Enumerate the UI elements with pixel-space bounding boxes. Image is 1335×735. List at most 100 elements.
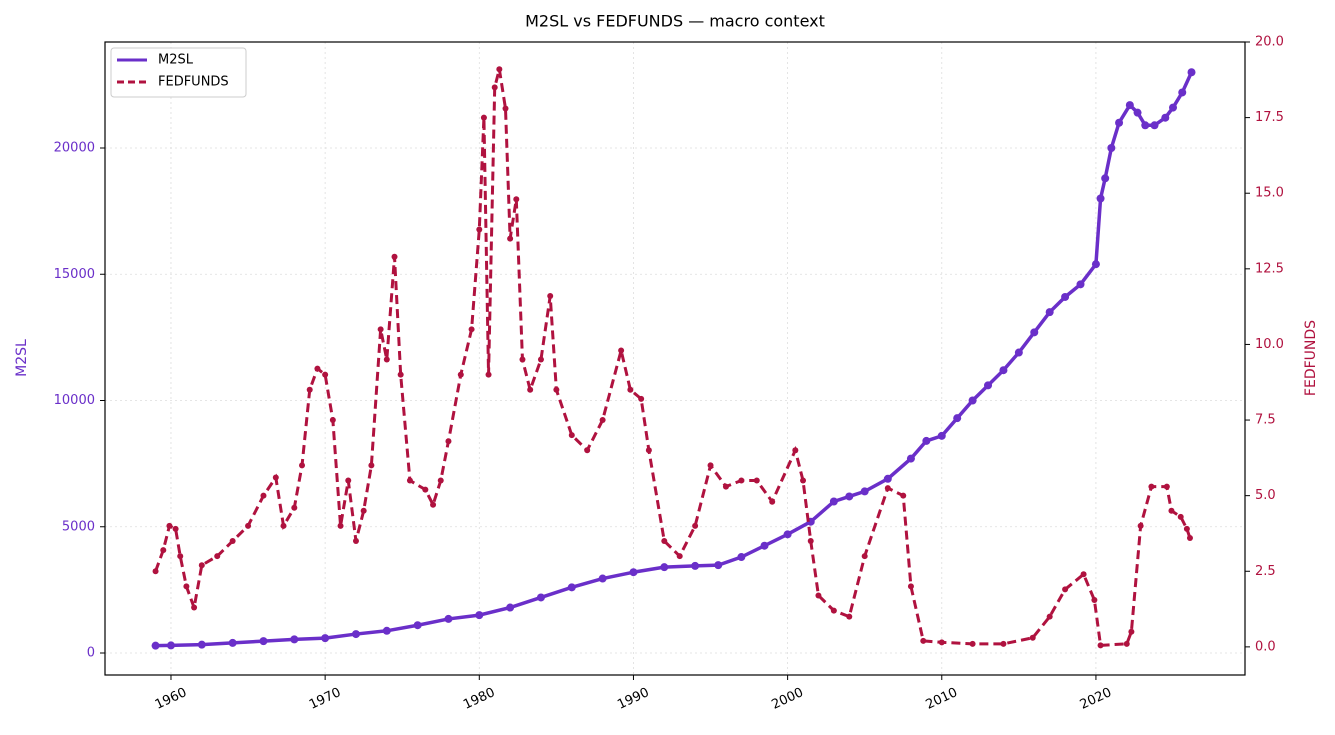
- data-point: [722, 483, 729, 490]
- data-point: [485, 371, 492, 378]
- data-point: [906, 454, 915, 463]
- y2-tick-label: 17.5: [1255, 110, 1284, 125]
- data-point: [1076, 280, 1085, 289]
- data-point: [738, 477, 745, 484]
- data-point: [306, 386, 313, 393]
- y2-tick-label: 0.0: [1255, 639, 1276, 654]
- series-line: [155, 71, 1194, 648]
- data-point: [937, 431, 946, 440]
- data-point: [860, 487, 869, 496]
- data-point: [183, 583, 190, 590]
- data-point: [352, 538, 359, 545]
- data-point: [753, 477, 760, 484]
- data-point: [214, 553, 221, 560]
- data-point: [1061, 292, 1070, 301]
- data-point: [360, 507, 367, 514]
- data-point: [1128, 628, 1135, 635]
- x-tick-label: 2000: [769, 685, 805, 713]
- data-point: [290, 635, 299, 644]
- data-point: [760, 541, 769, 550]
- x-tick-label: 1970: [307, 685, 343, 713]
- data-point: [1163, 483, 1170, 490]
- data-point: [198, 562, 205, 569]
- data-point: [1150, 121, 1159, 130]
- data-point: [984, 381, 993, 390]
- data-point: [536, 593, 545, 602]
- x-tick-label: 1980: [461, 685, 497, 713]
- data-point: [397, 371, 404, 378]
- data-point: [645, 447, 652, 454]
- chart-title: M2SL vs FEDFUNDS — macro context: [525, 12, 825, 31]
- data-point: [618, 347, 625, 354]
- data-point: [422, 486, 429, 493]
- data-point: [457, 371, 464, 378]
- data-point: [280, 522, 287, 529]
- data-point: [584, 447, 591, 454]
- data-point: [1125, 101, 1134, 110]
- data-point: [807, 538, 814, 545]
- data-point: [568, 432, 575, 439]
- data-point: [1123, 640, 1130, 647]
- y2-tick-label: 7.5: [1255, 413, 1276, 428]
- data-point: [829, 497, 838, 506]
- data-point: [413, 621, 422, 630]
- data-point: [437, 477, 444, 484]
- data-point: [707, 462, 714, 469]
- data-point: [714, 561, 723, 570]
- data-point: [1030, 328, 1039, 337]
- data-point: [1141, 121, 1150, 130]
- y2-tick-label: 10.0: [1255, 337, 1284, 352]
- data-point: [861, 553, 868, 560]
- y2-tick-label: 12.5: [1255, 261, 1284, 276]
- data-point: [769, 498, 776, 505]
- data-point: [1186, 534, 1193, 541]
- data-point: [845, 492, 854, 501]
- data-point: [152, 568, 159, 575]
- data-point: [351, 630, 360, 639]
- data-point: [1080, 571, 1087, 578]
- data-point: [502, 105, 509, 112]
- data-point: [507, 235, 514, 242]
- data-point: [692, 522, 699, 529]
- data-point: [547, 293, 554, 300]
- data-point: [1148, 483, 1155, 490]
- y-axis-label: M2SL: [14, 339, 30, 377]
- data-point: [1062, 586, 1069, 593]
- data-point: [907, 583, 914, 590]
- data-point: [377, 326, 384, 333]
- plot-frame: [104, 41, 1246, 676]
- data-point: [513, 196, 520, 203]
- data-point: [172, 525, 179, 532]
- data-point: [314, 365, 321, 372]
- data-point: [191, 604, 198, 611]
- data-point: [638, 395, 645, 402]
- data-point: [1133, 108, 1142, 117]
- data-point: [999, 366, 1008, 375]
- data-point: [1115, 118, 1124, 127]
- data-point: [430, 501, 437, 508]
- y2-tick-label: 2.5: [1255, 564, 1276, 579]
- data-point: [299, 462, 306, 469]
- data-point: [567, 583, 576, 592]
- data-point: [1187, 68, 1196, 77]
- data-point: [160, 547, 167, 554]
- data-point: [1046, 613, 1053, 620]
- data-point: [676, 553, 683, 560]
- data-point: [245, 522, 252, 529]
- data-point: [691, 561, 700, 570]
- y2-tick-label: 15.0: [1255, 186, 1284, 201]
- series-line: [154, 68, 1192, 647]
- data-point: [627, 386, 634, 393]
- data-point: [1177, 513, 1184, 520]
- data-point: [968, 396, 977, 405]
- data-point: [382, 626, 391, 635]
- data-point: [1091, 596, 1098, 603]
- data-point: [259, 637, 268, 646]
- data-point: [737, 553, 746, 562]
- data-point: [228, 638, 237, 647]
- data-point: [792, 447, 799, 454]
- y-tick-label: 10000: [54, 393, 95, 408]
- data-point: [345, 477, 352, 484]
- data-point: [922, 436, 931, 445]
